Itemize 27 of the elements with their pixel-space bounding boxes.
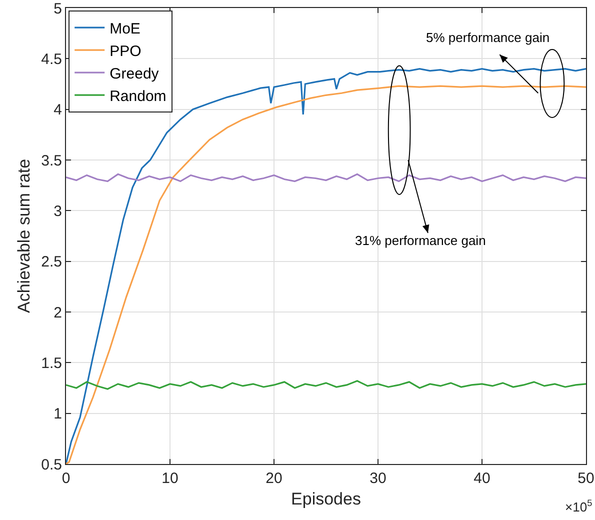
line-series bbox=[66, 380, 586, 390]
legend-label: Greedy bbox=[110, 65, 160, 82]
y-axis-title: Achievable sum rate bbox=[14, 158, 34, 314]
legend-label: MoE bbox=[110, 20, 140, 38]
x-tick-label: 10 bbox=[162, 470, 178, 487]
text: ×10$^{5}$ bbox=[565, 498, 592, 514]
legend-label: Random bbox=[110, 88, 166, 105]
y-tick-label: 3 bbox=[54, 202, 62, 220]
x-axis-title: Episodes bbox=[291, 489, 361, 508]
annotation: 5% performance gain bbox=[426, 30, 550, 45]
x-tick-label: 20 bbox=[266, 470, 282, 487]
y-tick-label: 4.5 bbox=[41, 50, 62, 68]
legend-label: PPO bbox=[110, 42, 142, 60]
y-tick-label: 2 bbox=[54, 304, 62, 322]
y-tick-label: 1 bbox=[54, 406, 62, 423]
x-tick-label: 50 bbox=[578, 470, 594, 487]
y-tick-label: 5 bbox=[54, 0, 62, 18]
x-tick-label: 30 bbox=[370, 470, 386, 487]
y-tick-label: 0.5 bbox=[41, 456, 62, 474]
line-series bbox=[66, 173, 586, 182]
y-tick-label: 1.5 bbox=[41, 354, 62, 372]
y-tick-label: 3.5 bbox=[41, 152, 62, 170]
annotation: 31% performance gain bbox=[355, 233, 486, 248]
y-tick-label: 2.5 bbox=[41, 254, 62, 271]
x-tick-label: 0 bbox=[62, 470, 70, 487]
y-tick-label: 4 bbox=[54, 102, 62, 119]
x-tick-label: 40 bbox=[474, 470, 490, 487]
